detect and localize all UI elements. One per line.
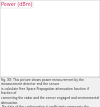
Text: Power (dBm): Power (dBm) — [1, 2, 32, 7]
Text: Fig. XX: This picture shows power measurement by the measurement detector and th: Fig. XX: This picture shows power measur… — [1, 78, 99, 107]
